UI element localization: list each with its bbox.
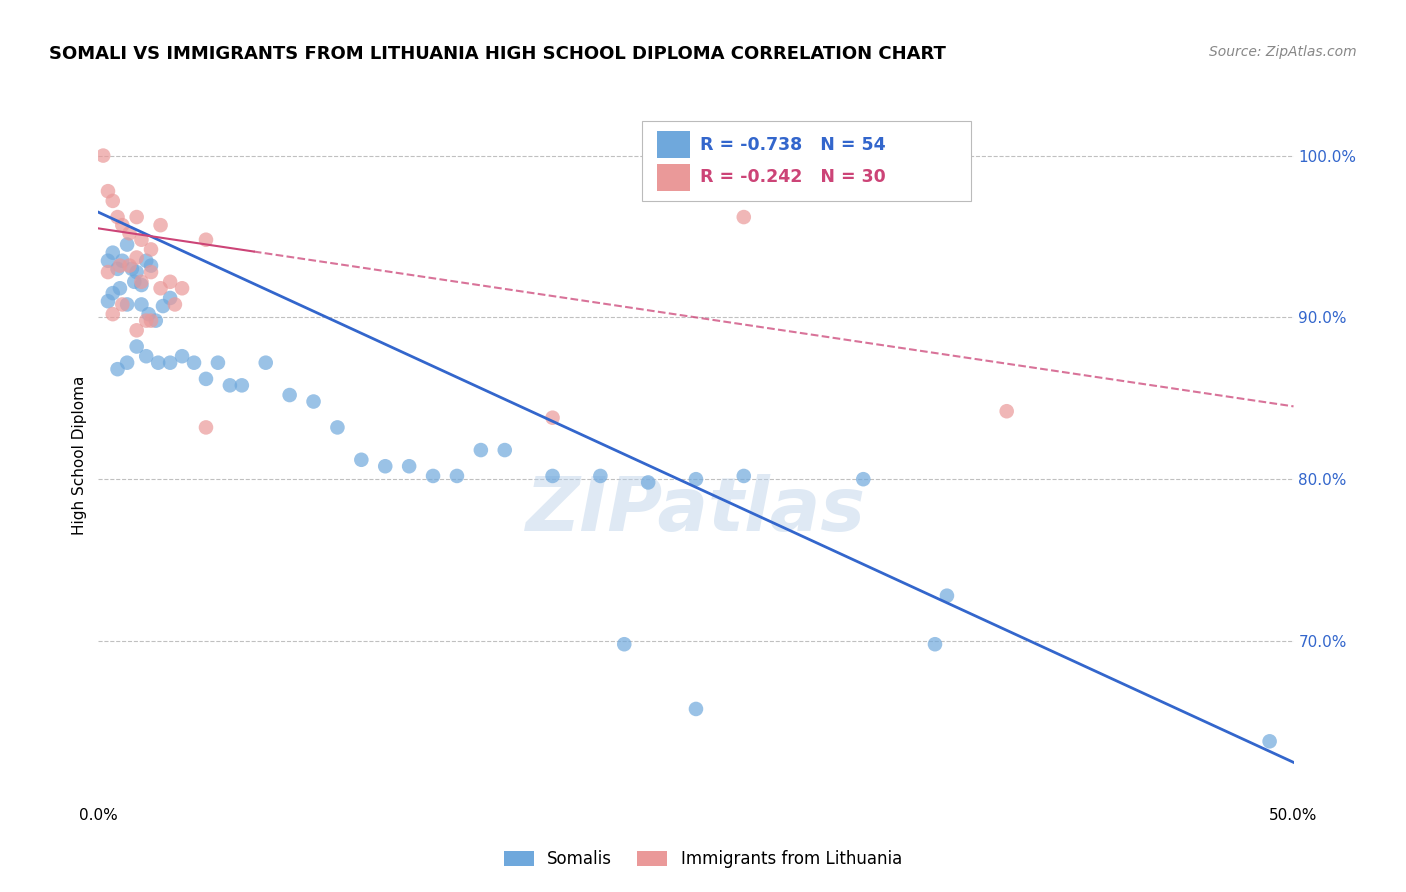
Point xyxy=(541,469,564,483)
Point xyxy=(145,313,167,327)
Text: SOMALI VS IMMIGRANTS FROM LITHUANIA HIGH SCHOOL DIPLOMA CORRELATION CHART: SOMALI VS IMMIGRANTS FROM LITHUANIA HIGH… xyxy=(49,45,946,62)
Text: ZIPatlas: ZIPatlas xyxy=(526,474,866,547)
Point xyxy=(139,265,162,279)
Point xyxy=(131,278,153,293)
Y-axis label: High School Diploma: High School Diploma xyxy=(72,376,87,534)
Point xyxy=(97,265,120,279)
Point xyxy=(97,294,120,309)
Point xyxy=(422,469,444,483)
Point xyxy=(148,356,170,370)
Point xyxy=(139,313,162,327)
Point xyxy=(254,356,277,370)
Point xyxy=(494,443,516,458)
Point xyxy=(470,443,492,458)
Point xyxy=(231,378,253,392)
Point xyxy=(152,299,174,313)
Point xyxy=(852,472,875,486)
Text: R = -0.738   N = 54: R = -0.738 N = 54 xyxy=(700,136,886,153)
Point xyxy=(541,410,564,425)
Point xyxy=(91,148,114,162)
Point xyxy=(139,259,162,273)
Point xyxy=(613,637,636,651)
Point xyxy=(278,388,301,402)
Point xyxy=(125,210,148,224)
Point xyxy=(159,291,181,305)
Point xyxy=(685,472,707,486)
Point xyxy=(195,233,218,247)
Point xyxy=(108,259,131,273)
Point xyxy=(195,420,218,434)
Point xyxy=(172,281,194,295)
Point xyxy=(637,475,659,490)
Point xyxy=(995,404,1018,418)
Point xyxy=(195,372,218,386)
Point xyxy=(172,349,194,363)
Point xyxy=(131,297,153,311)
Point xyxy=(138,307,160,321)
FancyBboxPatch shape xyxy=(643,121,972,201)
Point xyxy=(733,210,755,224)
Point xyxy=(108,281,131,295)
Point xyxy=(111,297,134,311)
Point xyxy=(101,194,124,208)
Text: Source: ZipAtlas.com: Source: ZipAtlas.com xyxy=(1209,45,1357,59)
Point xyxy=(924,637,946,651)
Point xyxy=(936,589,959,603)
Point xyxy=(131,233,153,247)
Point xyxy=(118,226,141,240)
Point xyxy=(159,356,181,370)
Point xyxy=(135,349,157,363)
Point xyxy=(159,275,181,289)
Legend: Somalis, Immigrants from Lithuania: Somalis, Immigrants from Lithuania xyxy=(498,844,908,875)
Point xyxy=(125,323,148,337)
Point xyxy=(685,702,707,716)
Point xyxy=(589,469,612,483)
Point xyxy=(302,394,325,409)
Point xyxy=(111,218,134,232)
Point xyxy=(118,259,141,273)
Point xyxy=(125,265,148,279)
Point xyxy=(115,297,138,311)
Point xyxy=(207,356,229,370)
Point xyxy=(125,251,148,265)
Point xyxy=(374,459,396,474)
Point xyxy=(101,286,124,301)
Point xyxy=(97,184,120,198)
Point xyxy=(446,469,468,483)
Point xyxy=(115,237,138,252)
Point xyxy=(111,253,134,268)
Point xyxy=(124,275,146,289)
Point xyxy=(135,313,157,327)
Point xyxy=(125,339,148,353)
Point xyxy=(97,253,120,268)
Point xyxy=(115,356,138,370)
Point xyxy=(350,452,373,467)
Bar xyxy=(657,131,690,158)
Point xyxy=(149,218,172,232)
Point xyxy=(107,362,129,376)
Point xyxy=(139,243,162,257)
Point xyxy=(131,275,153,289)
Point xyxy=(183,356,205,370)
Bar xyxy=(657,164,690,191)
Text: R = -0.242   N = 30: R = -0.242 N = 30 xyxy=(700,169,886,186)
Point xyxy=(398,459,420,474)
Point xyxy=(1258,734,1281,748)
Point xyxy=(163,297,186,311)
Point xyxy=(135,253,157,268)
Point xyxy=(733,469,755,483)
Point xyxy=(219,378,242,392)
Point xyxy=(101,307,124,321)
Point xyxy=(326,420,349,434)
Point xyxy=(107,261,129,276)
Point xyxy=(121,261,143,276)
Point xyxy=(149,281,172,295)
Point xyxy=(107,210,129,224)
Point xyxy=(101,245,124,260)
